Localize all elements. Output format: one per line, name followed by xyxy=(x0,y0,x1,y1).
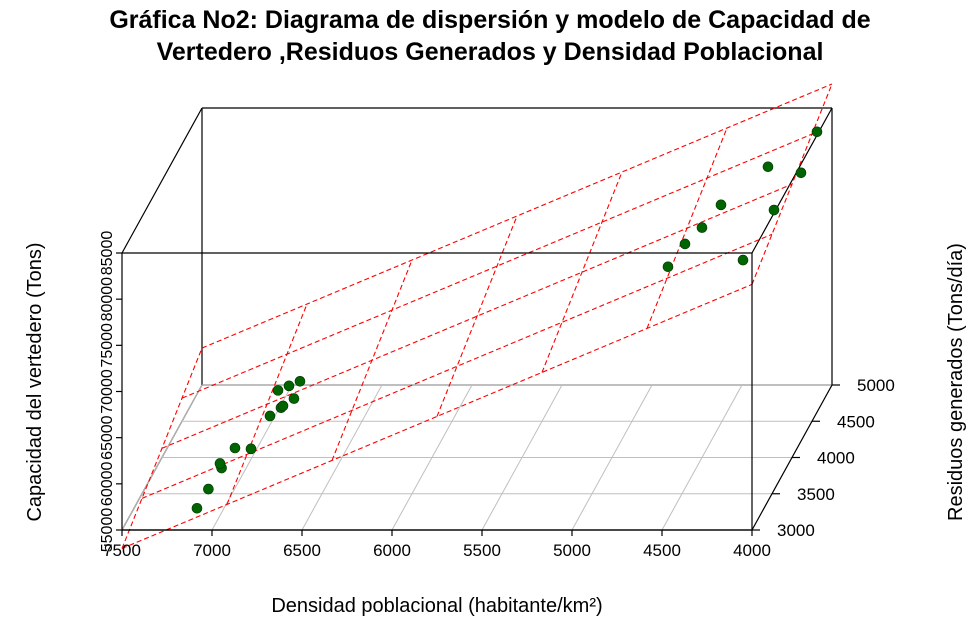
z-axis-label: Capacidad del vertedero (Tons) xyxy=(24,242,46,521)
data-point-9 xyxy=(288,393,300,404)
data-point-20 xyxy=(795,167,807,179)
x-tick-label-5: 5000 xyxy=(553,541,591,560)
x-tick-label-7: 4000 xyxy=(733,541,771,560)
data-point-17 xyxy=(762,161,774,173)
data-point-8 xyxy=(277,400,289,412)
box-back-edges xyxy=(121,107,833,531)
chart-title: Gráfica No2: Diagrama de dispersión y mo… xyxy=(0,4,980,68)
x-tick-label-6: 4500 xyxy=(643,541,681,560)
plane-line-y-0 xyxy=(121,283,753,549)
data-point-19 xyxy=(768,204,780,216)
y-tick-label-3: 4500 xyxy=(837,412,875,431)
y-tick-label-4: 5000 xyxy=(857,376,895,395)
data-point-16 xyxy=(715,199,727,211)
plane-line-y-4 xyxy=(201,83,833,349)
data-point-18 xyxy=(737,254,749,266)
z-tick-label-6: 85000 xyxy=(99,231,116,276)
data-point-0 xyxy=(191,502,203,514)
z-tick-label-0: 55000 xyxy=(99,508,116,553)
plane-line-x-2 xyxy=(331,259,413,461)
plane-line-x-5 xyxy=(646,127,728,329)
data-point-21 xyxy=(811,126,823,138)
y-axis-label: Residuos generados (Tons/día) xyxy=(945,243,967,521)
x-tick-label-3: 6000 xyxy=(373,541,411,560)
plane-line-x-0 xyxy=(121,347,203,549)
x-tick-label-1: 7000 xyxy=(193,541,231,560)
floor-grid xyxy=(121,384,833,531)
x-tick-label-0: 7500 xyxy=(103,541,141,560)
chart-title-line-2: Vertedero ,Residuos Generados y Densidad… xyxy=(156,38,824,66)
data-point-6 xyxy=(264,410,276,422)
x-tick-label-2: 6500 xyxy=(283,541,321,560)
data-point-5 xyxy=(245,443,257,455)
plane-line-x-4 xyxy=(541,171,623,373)
x-tick-label-4: 5500 xyxy=(463,541,501,560)
y-tick-label-1: 3500 xyxy=(797,485,835,504)
plane-line-y-1 xyxy=(141,233,773,499)
z-tick-label-5: 80000 xyxy=(99,277,116,322)
data-point-4 xyxy=(229,442,241,454)
data-point-15 xyxy=(696,222,708,233)
x-axis-label: Densidad poblacional (habitante/km²) xyxy=(271,595,602,617)
data-point-11 xyxy=(283,380,295,392)
box-front-edges xyxy=(122,108,833,531)
data-point-13 xyxy=(662,261,674,273)
plane-line-x-6 xyxy=(751,83,833,285)
y-tick-label-0: 3000 xyxy=(777,521,815,540)
data-point-14 xyxy=(679,238,691,250)
data-point-12 xyxy=(294,375,306,387)
chart-title-line-1: Gráfica No2: Diagrama de dispersión y mo… xyxy=(109,6,871,34)
axes: 7500 7000 6500 6000 5500 5000 4500 4000 3000 3500… xyxy=(99,231,895,560)
box-edge-top-left xyxy=(121,107,203,254)
data-point-10 xyxy=(272,385,284,396)
data-point-1 xyxy=(203,483,214,495)
z-tick-label-3: 70000 xyxy=(99,369,116,414)
regression-plane xyxy=(121,83,833,549)
data-point-3 xyxy=(214,458,226,469)
y-tick-label-2: 4000 xyxy=(817,449,855,468)
z-tick-label-4: 75000 xyxy=(99,323,116,368)
z-tick-label-2: 65000 xyxy=(99,415,116,460)
data-points xyxy=(191,126,823,514)
z-tick-label-1: 60000 xyxy=(99,461,116,506)
plane-line-x-1 xyxy=(226,303,308,505)
plane-line-x-3 xyxy=(436,215,518,417)
